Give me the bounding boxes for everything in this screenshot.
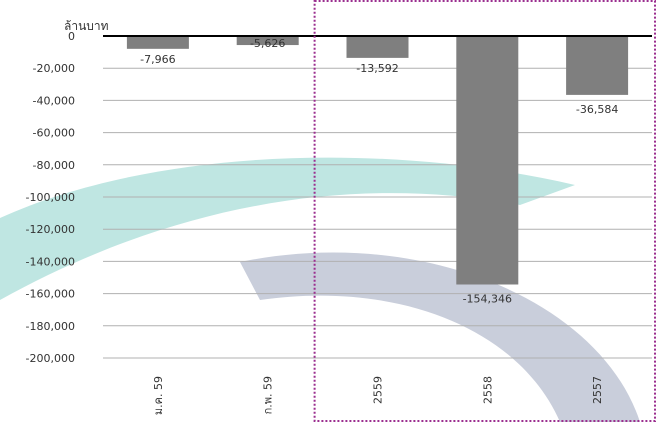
y-tick-label: -100,000 — [26, 191, 75, 204]
bar — [566, 36, 629, 95]
bar — [126, 36, 189, 49]
watermark-logo — [0, 157, 640, 422]
data-label: -154,346 — [463, 292, 512, 305]
y-axis-tick-labels: 0 -20,000 -40,000 -60,000 -80,000 -100,000 -12… — [26, 30, 75, 365]
gridlines — [103, 67, 652, 359]
y-tick-label: -20,000 — [33, 62, 75, 75]
y-tick-label: -80,000 — [33, 159, 75, 172]
y-tick-label: -160,000 — [26, 288, 75, 301]
watermark-slate-swoosh — [240, 252, 640, 422]
data-label: -36,584 — [576, 103, 618, 116]
x-tick-label: 2559 — [372, 376, 385, 404]
bar — [346, 36, 409, 58]
watermark-teal-swoosh — [0, 157, 575, 300]
data-label: -5,626 — [250, 37, 285, 50]
data-label: -7,966 — [140, 53, 175, 66]
x-tick-label: ม.ค. 59 — [152, 376, 165, 415]
x-axis-tick-labels: ม.ค. 59 ก.พ. 59 2559 2558 2557 — [152, 376, 604, 415]
data-labels: -7,966 -5,626 -13,592 -154,346 -36,584 — [140, 37, 618, 305]
x-tick-label: ก.พ. 59 — [262, 376, 275, 414]
x-tick-label: 2557 — [591, 376, 604, 404]
y-tick-label: -40,000 — [33, 94, 75, 107]
y-tick-label: -60,000 — [33, 127, 75, 140]
y-tick-label: -140,000 — [26, 255, 75, 268]
y-axis-label: ล้านบาท — [64, 19, 109, 33]
y-tick-label: 0 — [68, 30, 75, 43]
y-tick-label: -200,000 — [26, 352, 75, 365]
y-tick-label: -120,000 — [26, 223, 75, 236]
bar — [236, 36, 299, 46]
bar — [456, 36, 519, 285]
bars — [126, 36, 629, 285]
data-label: -13,592 — [356, 62, 398, 75]
x-tick-label: 2558 — [481, 376, 494, 404]
y-tick-label: -180,000 — [26, 320, 75, 333]
